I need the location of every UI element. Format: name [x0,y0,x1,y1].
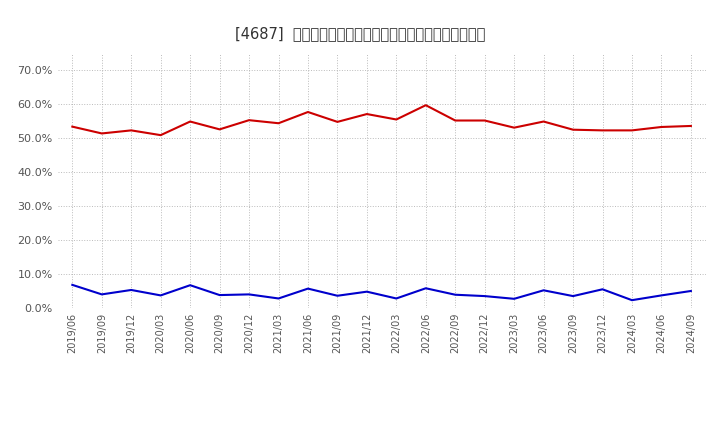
現預金 [657,125,666,130]
現預金 [215,127,224,132]
有利子負債 [687,288,696,293]
有利子負債 [156,293,165,298]
有利子負債 [304,286,312,291]
現預金 [186,119,194,124]
現預金 [274,121,283,126]
現預金 [245,117,253,123]
現預金 [97,131,106,136]
Legend: 現預金, 有利子負債: 現預金, 有利子負債 [296,437,467,440]
現預金 [421,103,430,108]
有利子負債 [480,293,489,299]
有利子負債 [333,293,342,298]
有利子負債 [539,288,548,293]
有利子負債 [392,296,400,301]
有利子負債 [186,282,194,288]
現預金 [598,128,607,133]
現預金 [539,119,548,124]
Text: [4687]  現預金、有利子負債の総資産に対する比率の推移: [4687] 現預金、有利子負債の総資産に対する比率の推移 [235,26,485,41]
有利子負債 [245,292,253,297]
Line: 有利子負債: 有利子負債 [72,285,691,300]
現預金 [127,128,135,133]
現預金 [156,132,165,138]
有利子負債 [363,289,372,294]
有利子負債 [657,293,666,298]
有利子負債 [97,292,106,297]
有利子負債 [215,293,224,298]
有利子負債 [421,286,430,291]
Line: 現預金: 現預金 [72,105,691,135]
現預金 [333,119,342,125]
現預金 [480,118,489,123]
現預金 [628,128,636,133]
有利子負債 [274,296,283,301]
現預金 [510,125,518,130]
現預金 [68,124,76,129]
有利子負債 [510,296,518,301]
現預金 [569,127,577,132]
有利子負債 [569,293,577,299]
現預金 [392,117,400,122]
有利子負債 [127,287,135,293]
有利子負債 [628,297,636,303]
現預金 [451,118,459,123]
有利子負債 [598,286,607,292]
現預金 [363,111,372,117]
有利子負債 [68,282,76,287]
有利子負債 [451,292,459,297]
現預金 [304,110,312,115]
現預金 [687,123,696,128]
